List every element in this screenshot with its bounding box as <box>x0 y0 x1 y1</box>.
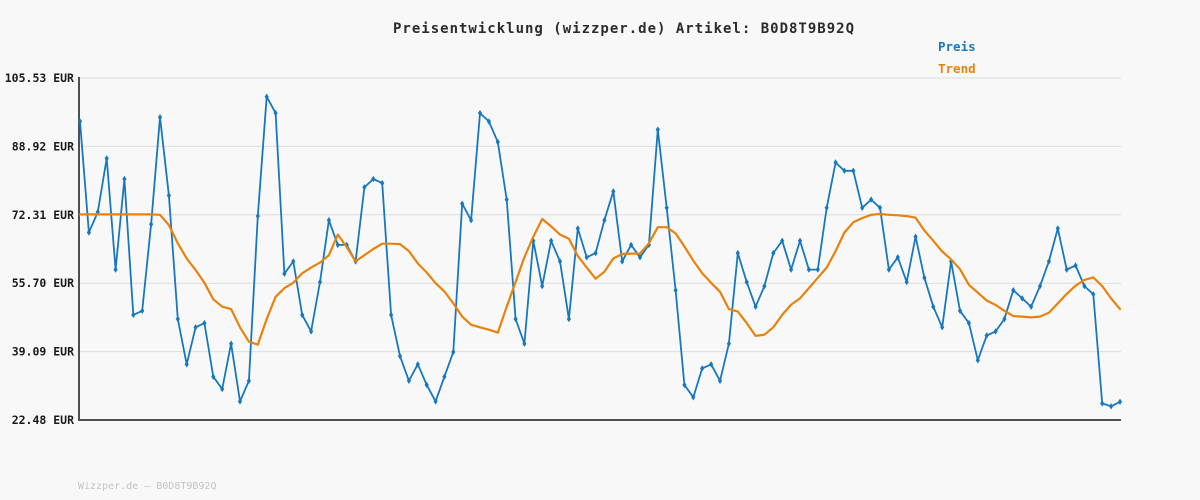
y-tick-label: 22.48 EUR <box>12 413 74 427</box>
legend-label-preis: Preis <box>938 39 976 54</box>
legend: Preis Trend <box>938 39 976 83</box>
trend-line <box>78 212 1122 346</box>
legend-item-preis: Preis <box>938 39 976 61</box>
y-tick-label: 39.09 EUR <box>12 345 74 359</box>
y-tick-label: 88.92 EUR <box>12 139 74 153</box>
legend-label-trend: Trend <box>938 61 976 76</box>
y-gridlines <box>79 77 1121 353</box>
footer-watermark: Wizzper.de — B0D8T9B92Q <box>78 481 217 492</box>
y-tick-label: 72.31 EUR <box>12 208 74 222</box>
y-tick-label: 55.70 EUR <box>12 276 74 290</box>
legend-item-trend: Trend <box>938 61 976 83</box>
preis-line <box>79 95 1121 408</box>
y-tick-labels: 105.53 EUR 88.92 EUR 72.31 EUR 55.70 EUR 39.… <box>5 71 74 427</box>
y-tick-label: 105.53 EUR <box>5 71 74 85</box>
chart-title: Preisentwicklung (wizzper.de) Artikel: B… <box>392 21 856 37</box>
